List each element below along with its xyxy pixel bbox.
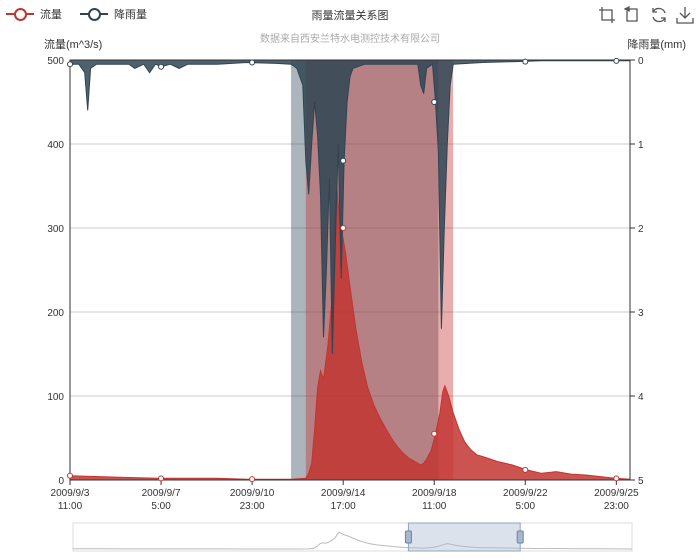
y-right-tick-label: 2 [638, 224, 644, 235]
rainfall-point [522, 58, 529, 65]
circle-line-icon [6, 7, 34, 21]
datazoom-selection [407, 522, 521, 552]
y-axis-left-name: 流量(m^3/s) [44, 39, 103, 51]
zoom-reset-icon[interactable] [623, 5, 642, 24]
x-tick-label: 11:00 [58, 501, 83, 512]
x-tick-label: 11:00 [422, 501, 447, 512]
rainfall-point [67, 61, 73, 68]
legend-label: 降雨量 [114, 9, 147, 21]
toolbox [598, 5, 694, 24]
zoom-icon[interactable] [598, 6, 616, 24]
rainfall-point [340, 157, 347, 164]
y-right-tick-label: 5 [638, 476, 644, 487]
x-tick-label: 2009/9/18 [412, 488, 457, 499]
x-tick-label: 17:00 [331, 501, 356, 512]
x-tick-label: 23:00 [240, 501, 265, 512]
flow-point [158, 475, 165, 482]
restore-icon[interactable] [650, 6, 668, 24]
x-tick-label: 5:00 [151, 501, 171, 512]
save-image-icon[interactable] [676, 6, 694, 24]
flow-point [340, 225, 347, 231]
circle-line-icon [80, 7, 108, 21]
x-tick-label: 2009/9/10 [230, 488, 275, 499]
y-left-tick-label: 400 [47, 140, 64, 151]
flow-point [249, 476, 256, 483]
datazoom-handle-start[interactable] [404, 530, 412, 544]
y-right-tick-label: 1 [638, 140, 644, 151]
x-tick-label: 2009/9/22 [503, 488, 548, 499]
legend-item-flow[interactable]: 流量 [6, 6, 62, 22]
x-tick-label: 23:00 [604, 501, 629, 512]
flow-point [67, 472, 73, 479]
rainfall-point [431, 99, 438, 105]
chart-title: 雨量流量关系图 [311, 10, 389, 22]
legend: 流量 降雨量 [6, 6, 147, 22]
y-left-tick-label: 100 [47, 392, 64, 403]
y-left-tick-label: 500 [47, 56, 64, 67]
flow-point [431, 430, 438, 437]
x-tick-label: 5:00 [516, 501, 536, 512]
rainfall-point [249, 59, 256, 66]
y-right-tick-label: 4 [638, 392, 644, 403]
flow-point [613, 475, 620, 482]
y-right-tick-label: 3 [638, 308, 644, 319]
chart-subtitle: 数据来自西安兰特水电测控技术有限公司 [260, 34, 440, 45]
y-left-tick-label: 300 [47, 224, 64, 235]
y-left-tick-label: 200 [47, 308, 64, 319]
x-tick-label: 2009/9/25 [594, 488, 639, 499]
y-left-tick-label: 0 [58, 476, 64, 487]
rainfall-point [158, 63, 165, 70]
flow-point [522, 466, 529, 473]
datazoom-track [72, 522, 633, 552]
x-tick-label: 2009/9/14 [321, 488, 366, 499]
rainfall-series-area [69, 59, 631, 355]
legend-item-rainfall[interactable]: 降雨量 [80, 6, 147, 22]
rainfall-point [613, 57, 620, 64]
flow-series-area [69, 185, 631, 481]
legend-label: 流量 [40, 9, 62, 21]
x-tick-label: 2009/9/7 [142, 488, 181, 499]
y-axis-right-name: 降雨量(mm) [627, 39, 686, 51]
y-right-tick-label: 0 [638, 56, 644, 67]
x-tick-label: 2009/9/3 [51, 488, 90, 499]
datazoom-handle-end[interactable] [516, 530, 524, 544]
datazoom-preview-line [72, 531, 633, 550]
